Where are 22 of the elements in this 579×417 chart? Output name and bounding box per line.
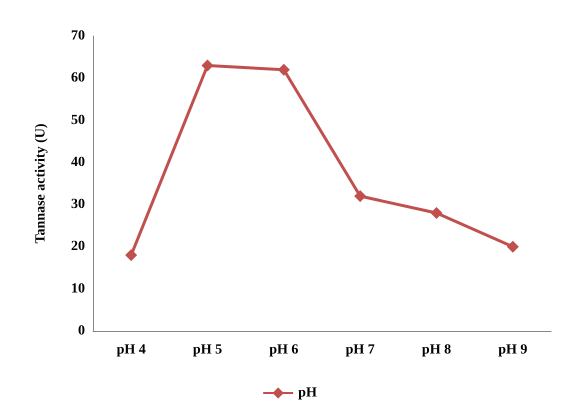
x-tick-label: pH 9 xyxy=(498,342,528,358)
x-tick-label: pH 6 xyxy=(269,342,298,358)
point xyxy=(354,190,366,202)
y-tick-label: 60 xyxy=(71,70,85,86)
y-tick-label: 0 xyxy=(78,324,85,338)
y-tick-label: 40 xyxy=(71,154,85,170)
x-tick-label: pH 8 xyxy=(422,342,452,358)
x-tick-label: pH 7 xyxy=(346,342,375,358)
y-tick-label: 30 xyxy=(71,197,85,212)
y-tick-label: 70 xyxy=(71,28,85,44)
point xyxy=(430,207,442,219)
x-tick-label: pH 5 xyxy=(192,342,222,358)
point xyxy=(278,64,290,76)
point xyxy=(125,249,138,262)
x-tick-label: pH 4 xyxy=(116,342,146,358)
legend-label: pH xyxy=(298,386,317,400)
y-tick-label: 20 xyxy=(71,239,85,254)
point xyxy=(506,240,519,253)
y-tick-label: 50 xyxy=(71,112,85,128)
y-axis-title: Tannase activity (U) xyxy=(34,123,48,244)
y-tick-label: 10 xyxy=(71,281,85,296)
point xyxy=(202,60,214,72)
